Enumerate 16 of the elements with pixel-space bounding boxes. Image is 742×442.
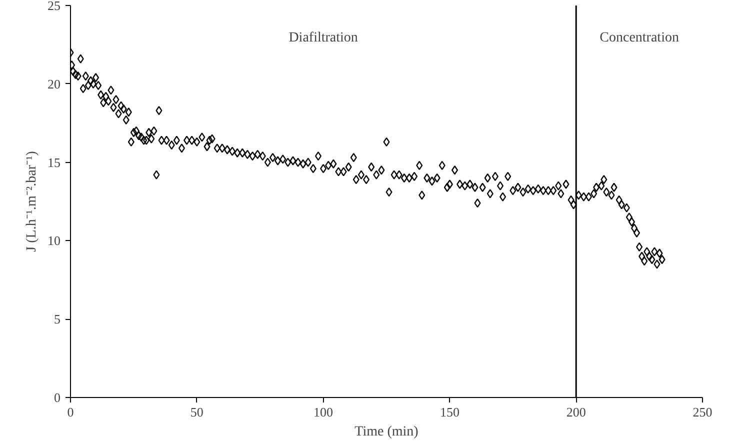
x-tick-label: 250 <box>692 404 712 420</box>
y-tick-label: 10 <box>48 233 60 248</box>
annotation: Diafiltration <box>288 30 358 46</box>
y-tick-label: 25 <box>48 0 60 13</box>
x-tick-label: 50 <box>190 404 204 420</box>
y-tick-label: 20 <box>48 76 60 92</box>
x-tick-label: 200 <box>566 404 586 420</box>
y-tick-label: 15 <box>48 154 60 170</box>
y-tick-label: 5 <box>54 312 60 327</box>
annotation: Concentration <box>600 30 679 46</box>
x-axis-title: Time (min) <box>354 424 419 440</box>
x-tick-label: 150 <box>440 404 460 420</box>
y-tick-label: 0 <box>54 390 60 405</box>
x-tick-label: 0 <box>67 404 74 420</box>
y-axis-title: J (L.h⁻¹.m⁻².bar⁻¹) <box>24 150 40 252</box>
x-tick-label: 100 <box>314 404 334 420</box>
